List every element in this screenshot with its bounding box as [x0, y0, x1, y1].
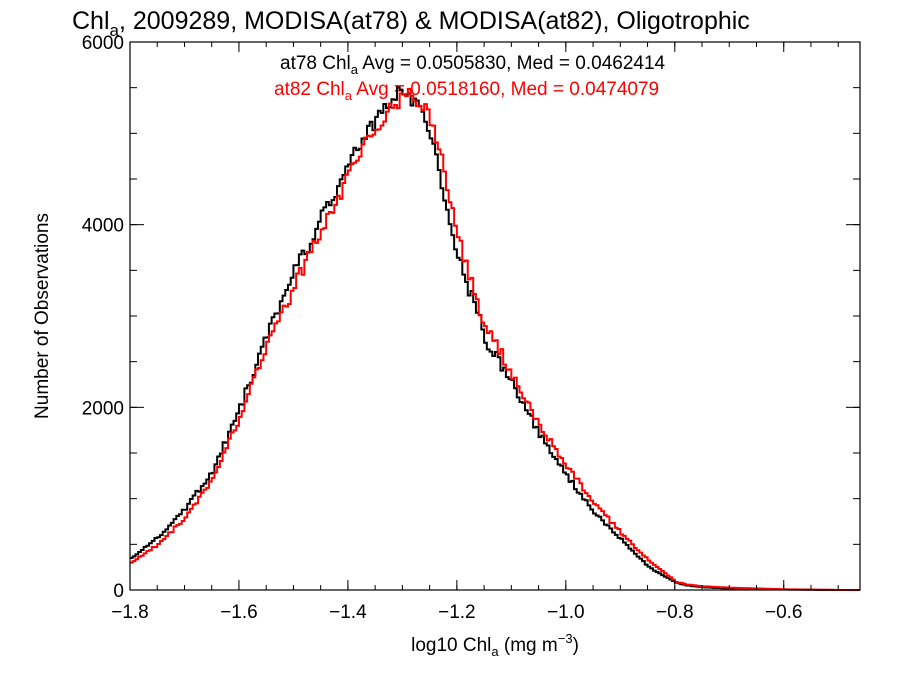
x-axis-label-sup: −3	[558, 631, 573, 646]
stats-at78-prefix: at78 Chl	[280, 53, 351, 74]
x-tick-label: −1.6	[220, 602, 258, 623]
stats-at82-suffix: Avg = 0.0518160, Med = 0.0474079	[352, 79, 659, 100]
stats-at78-subscript: a	[351, 62, 359, 77]
x-tick-label: −1.4	[329, 602, 367, 623]
stats-at82-subscript: a	[345, 88, 353, 103]
title-chl: Chl	[72, 7, 110, 35]
x-tick-label: −1.2	[438, 602, 476, 623]
ticks-layer: −1.8 −1.6 −1.4 −1.2 −1.0 −0.8 −0.6 0 2000 4000 600…	[82, 33, 860, 623]
y-tick-label: 0	[113, 581, 124, 602]
x-tick-label: −1.8	[111, 602, 149, 623]
x-tick-label: −1.0	[547, 602, 585, 623]
x-axis-label-part3: )	[573, 635, 579, 656]
y-tick-label: 2000	[82, 398, 124, 419]
y-axis-label: Number of Observations	[32, 213, 53, 419]
title-rest: , 2009289, MODISA(at78) & MODISA(at82), …	[119, 7, 750, 35]
stats-at82: at82 Chla Avg = 0.0518160, Med = 0.04740…	[274, 79, 659, 103]
y-tick-label: 4000	[82, 216, 124, 237]
series-layer	[130, 86, 860, 591]
stats-at82-prefix: at82 Chl	[274, 79, 345, 100]
x-axis-label-part2: (mg m	[499, 635, 558, 656]
x-tick-label: −0.8	[656, 602, 694, 623]
stats-at78: at78 Chla Avg = 0.0505830, Med = 0.04624…	[280, 53, 666, 77]
x-axis-label: log10 Chla (mg m−3)	[411, 631, 579, 659]
series-line-1	[130, 86, 860, 591]
series-line-2	[130, 87, 860, 591]
x-axis-label-sub: a	[491, 644, 499, 659]
stats-at78-suffix: Avg = 0.0505830, Med = 0.0462414	[358, 53, 666, 74]
title-subscript: a	[110, 21, 120, 40]
y-tick-label: 6000	[82, 33, 124, 54]
x-axis-label-part1: log10 Chl	[411, 635, 491, 656]
x-tick-label: −0.6	[765, 602, 803, 623]
plot-frame	[129, 41, 861, 591]
chart-title: Chla, 2009289, MODISA(at78) & MODISA(at8…	[72, 7, 750, 40]
